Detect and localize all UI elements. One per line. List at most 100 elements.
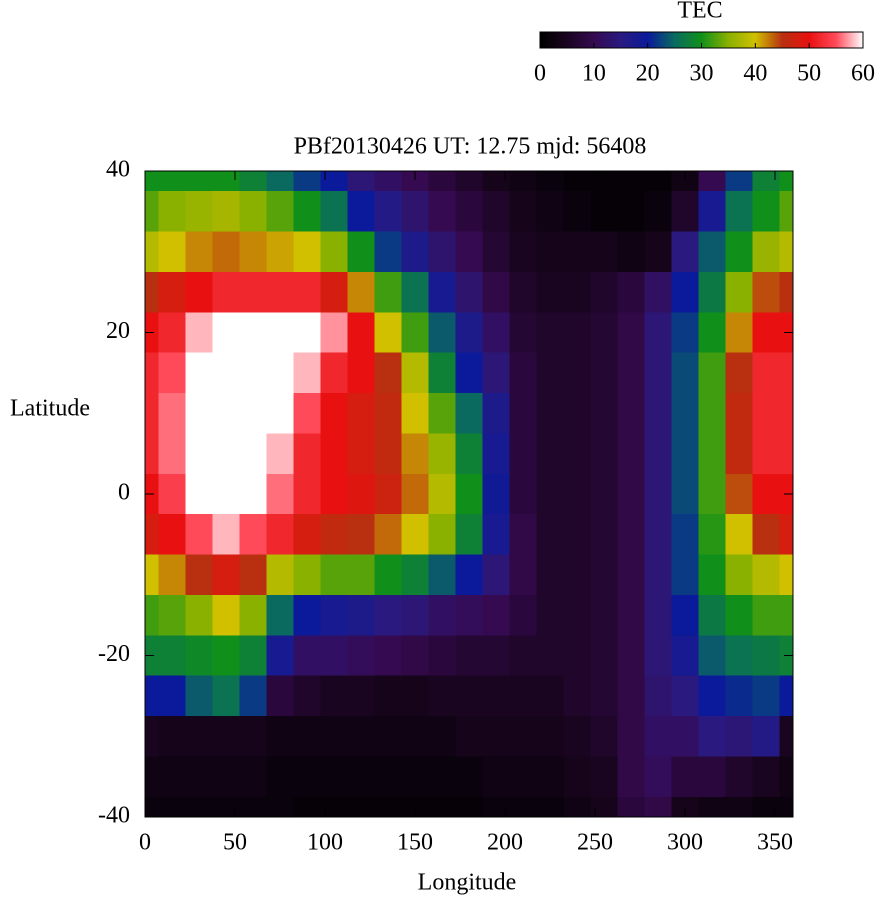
y-tick-label: 20 bbox=[106, 318, 130, 344]
heat-cell bbox=[536, 675, 564, 717]
heat-cell bbox=[158, 716, 186, 757]
heat-cell bbox=[374, 393, 402, 434]
heat-cell bbox=[347, 675, 375, 717]
heat-cell bbox=[644, 514, 672, 556]
heat-cell bbox=[320, 716, 348, 757]
colorbar-tick-label: 30 bbox=[690, 61, 714, 87]
heat-cell bbox=[725, 716, 753, 757]
x-tick-label: 50 bbox=[223, 830, 247, 856]
heat-cell bbox=[266, 635, 294, 677]
heat-cell bbox=[320, 796, 348, 818]
heat-cell bbox=[698, 352, 726, 394]
y-axis-label: Latitude bbox=[10, 396, 90, 422]
heat-cell bbox=[374, 675, 402, 717]
heat-cell bbox=[158, 271, 186, 313]
heat-cell bbox=[266, 554, 294, 596]
heat-cell bbox=[347, 352, 375, 394]
heat-cell bbox=[212, 393, 240, 434]
x-tick-label: 100 bbox=[307, 830, 343, 856]
heat-cell bbox=[374, 171, 402, 192]
heat-cell bbox=[644, 312, 672, 354]
heat-cell bbox=[644, 756, 672, 798]
heat-cell bbox=[563, 393, 591, 434]
heat-cell bbox=[563, 433, 591, 475]
heat-cell bbox=[455, 635, 483, 677]
heat-cell bbox=[185, 554, 213, 596]
heat-cell bbox=[536, 352, 564, 394]
heat-cell bbox=[779, 756, 794, 798]
heat-cell bbox=[752, 635, 780, 677]
heat-cell bbox=[320, 171, 348, 192]
heat-cell bbox=[590, 554, 618, 596]
heat-cell bbox=[644, 231, 672, 273]
heat-cell bbox=[158, 635, 186, 677]
heat-cell bbox=[158, 514, 186, 556]
heat-cell bbox=[212, 796, 240, 818]
heat-cell bbox=[266, 594, 294, 636]
heat-cell bbox=[590, 594, 618, 636]
heat-cell bbox=[158, 594, 186, 636]
heat-cell bbox=[698, 554, 726, 596]
heat-cell bbox=[590, 756, 618, 798]
heat-cell bbox=[536, 635, 564, 677]
heat-cell bbox=[509, 675, 537, 717]
heat-cell bbox=[644, 271, 672, 313]
heat-cell bbox=[293, 554, 321, 596]
heat-cell bbox=[590, 635, 618, 677]
heat-cell bbox=[266, 393, 294, 434]
x-tick-label: 0 bbox=[139, 830, 151, 856]
heat-cell bbox=[671, 433, 699, 475]
heat-cell bbox=[644, 393, 672, 434]
heat-cell bbox=[145, 796, 159, 818]
heat-cell bbox=[698, 675, 726, 717]
heat-cell bbox=[725, 352, 753, 394]
heat-cell bbox=[455, 756, 483, 798]
heat-cell bbox=[293, 756, 321, 798]
heat-cell bbox=[617, 393, 645, 434]
heat-cell bbox=[536, 756, 564, 798]
heat-cell bbox=[617, 594, 645, 636]
heat-cell bbox=[509, 635, 537, 677]
heat-cell bbox=[401, 796, 429, 818]
heat-cell bbox=[212, 594, 240, 636]
heat-cell bbox=[145, 554, 159, 596]
heat-cell bbox=[698, 514, 726, 556]
heat-cell bbox=[266, 716, 294, 757]
heat-cell bbox=[185, 473, 213, 515]
heat-cell bbox=[428, 231, 456, 273]
heat-cell bbox=[536, 594, 564, 636]
heat-cell bbox=[158, 796, 186, 818]
heat-cell bbox=[536, 312, 564, 354]
heat-cell bbox=[482, 796, 510, 818]
heat-cell bbox=[482, 675, 510, 717]
heat-cell bbox=[185, 716, 213, 757]
heat-cell bbox=[752, 393, 780, 434]
heat-cell bbox=[185, 393, 213, 434]
heat-cell bbox=[428, 473, 456, 515]
heat-cell bbox=[482, 756, 510, 798]
heat-cell bbox=[779, 594, 794, 636]
heat-cell bbox=[212, 312, 240, 354]
heat-cell bbox=[725, 191, 753, 233]
heat-cell bbox=[374, 352, 402, 394]
heat-cell bbox=[347, 231, 375, 273]
heat-cell bbox=[347, 312, 375, 354]
heat-cell bbox=[752, 312, 780, 354]
heat-cell bbox=[536, 796, 564, 818]
heat-cell bbox=[536, 716, 564, 757]
heat-cell bbox=[725, 554, 753, 596]
heat-cell bbox=[320, 635, 348, 677]
heat-cell bbox=[401, 473, 429, 515]
heat-cell bbox=[563, 796, 591, 818]
heat-cell bbox=[509, 554, 537, 596]
heat-cell bbox=[320, 312, 348, 354]
heat-cell bbox=[779, 716, 794, 757]
heat-cell bbox=[617, 796, 645, 818]
heat-cell bbox=[455, 171, 483, 192]
heat-cell bbox=[212, 352, 240, 394]
heat-cell bbox=[698, 271, 726, 313]
heat-cell bbox=[401, 675, 429, 717]
heat-cell bbox=[752, 675, 780, 717]
heat-cell bbox=[563, 554, 591, 596]
